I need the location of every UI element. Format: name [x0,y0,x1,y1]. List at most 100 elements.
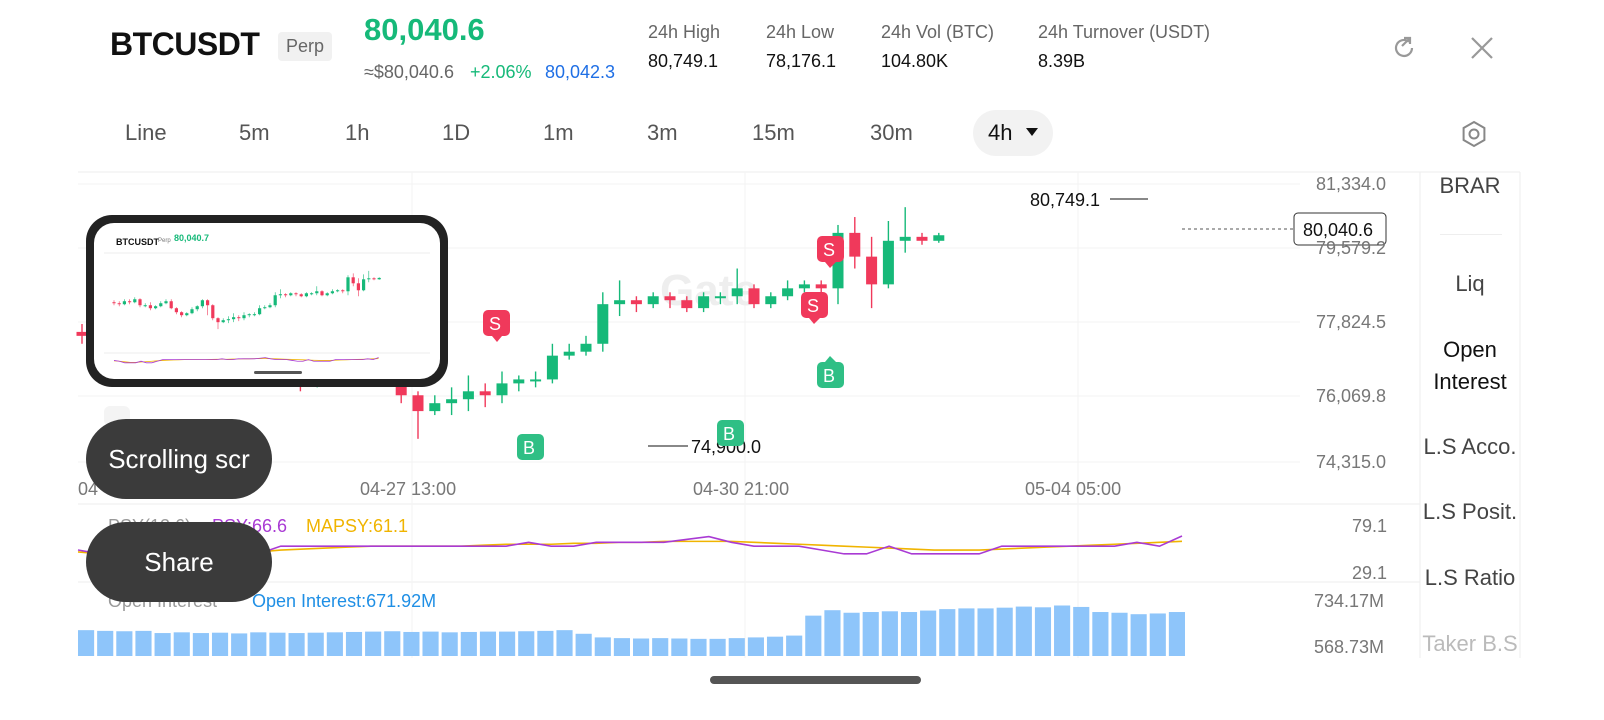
oi-bar [575,633,592,656]
tab-5m[interactable]: 5m [239,120,270,145]
tab-1m[interactable]: 1m [543,120,574,145]
oi-bar [326,632,343,656]
thumbnail-contract: Perp [158,238,171,244]
tab-1h[interactable]: 1h [345,120,370,145]
thumbnail-candle-body [362,279,366,291]
scrolling-screenshot-button[interactable]: Scrolling scr [86,419,272,499]
oi-bar [154,633,171,656]
oi-bar [97,630,114,656]
candle-body [530,379,542,382]
thumbnail-candle-body [278,294,282,296]
oi-bar [747,637,764,656]
thumbnail-home-bar [254,371,302,374]
oi-bar [1054,605,1071,656]
oi-bar [422,631,439,656]
indicator-open-interest[interactable]: Open Interest [1433,337,1507,394]
candle-body [882,240,894,285]
indicator-ls-ratio[interactable]: L.S Ratio [1424,565,1516,590]
price-tick: 74,315.0 [1316,452,1387,472]
indicator-ls-account[interactable]: L.S Acco. [1423,434,1517,459]
indicator-brar[interactable]: BRAR [1439,173,1501,198]
tab-1d[interactable]: 1D [442,120,471,145]
oi-bar [78,630,95,656]
price-tick: 79,579.2 [1316,238,1387,258]
tab-selected-bg [973,110,1053,156]
tab-line[interactable]: Line [125,120,167,145]
candle-body [479,391,491,396]
usd-price: ≈$80,040.6 [364,62,454,82]
stat-low-label: 24h Low [766,22,835,42]
stat-low-value: 78,176.1 [766,51,837,71]
tab-4h[interactable]: 4h [988,120,1013,145]
oi-bar [1111,612,1128,656]
svg-text:B: B [823,366,835,386]
buy-marker[interactable]: B [817,356,844,388]
thumbnail-candle-body [377,277,381,280]
screenshot-thumbnail[interactable]: BTCUSDT Perp 80,040.7 [86,215,448,387]
sell-marker[interactable]: S [817,236,844,268]
oi-bar [824,610,841,656]
time-tick: 04-27 13:00 [360,479,457,499]
indicator-ls-position[interactable]: L.S Posit. [1422,499,1518,524]
thumbnail-candle-body [211,305,215,319]
candle-body [597,304,609,344]
thumbnail-symbol: BTCUSDT [116,237,159,247]
thumbnail-candle-body [263,307,267,309]
oi-bar [441,632,458,656]
close-icon[interactable] [1470,36,1494,60]
candle-body [782,288,794,297]
thumbnail-candle-body [143,305,147,307]
oi-bar [939,609,956,656]
thumbnail-candle-body [372,278,376,280]
oi-bar [920,610,937,656]
oi-bar [288,633,305,656]
candle-body [815,284,827,289]
share-button[interactable]: Share [86,522,272,602]
psy-axis-tick: 79.1 [1352,516,1388,536]
settings-icon[interactable] [1460,120,1488,148]
thumbnail-candle-body [221,320,225,323]
oi-bar [881,611,898,656]
candle-body [446,399,458,404]
candle-body [698,296,710,309]
sell-marker[interactable]: S [801,292,828,324]
thumbnail-candle-body [237,317,241,319]
oi-bar [1015,606,1032,656]
tab-3m[interactable]: 3m [647,120,678,145]
candle-body [546,355,558,380]
indicator-taker-bs[interactable]: Taker B.S [1422,631,1518,656]
thumbnail-candle-body [294,293,298,295]
thumbnail-candle-body [169,301,173,309]
buy-marker[interactable]: B [717,420,744,446]
tab-30m[interactable]: 30m [870,120,913,145]
candle-body [513,379,525,384]
thumbnail-candle-body [242,315,246,319]
thumbnail-candle-body [122,301,126,305]
contract-type-badge: Perp [278,32,333,61]
thumbnail-candle-body [336,290,340,292]
thumbnail-candle-body [226,319,230,321]
thumbnail-candle-body [216,318,220,323]
tab-15m[interactable]: 15m [752,120,795,145]
thumbnail-candle-body [284,294,288,296]
thumbnail-candle-body [190,309,194,314]
oi-bar [403,631,420,656]
rotate-screen-icon[interactable] [1390,34,1418,62]
oi-bar [345,631,363,656]
stat-high-value: 80,749.1 [648,51,719,71]
candle-body [462,391,474,400]
thumbnail-candle-body [164,301,168,304]
thumbnail-candle-body [117,303,121,305]
oi-bar [690,638,707,656]
sell-marker[interactable]: S [483,310,510,342]
thumbnail-candle-body [273,295,277,306]
candle-body [916,236,928,241]
symbol-title[interactable]: BTCUSDT [110,26,260,62]
buy-marker[interactable]: B [517,434,544,460]
indicator-liq[interactable]: Liq [1455,271,1485,296]
oi-bar [1092,612,1109,656]
caret-down-icon[interactable] [1026,128,1038,138]
thumbnail-candle-body [247,314,251,316]
oi-bar [862,612,879,656]
